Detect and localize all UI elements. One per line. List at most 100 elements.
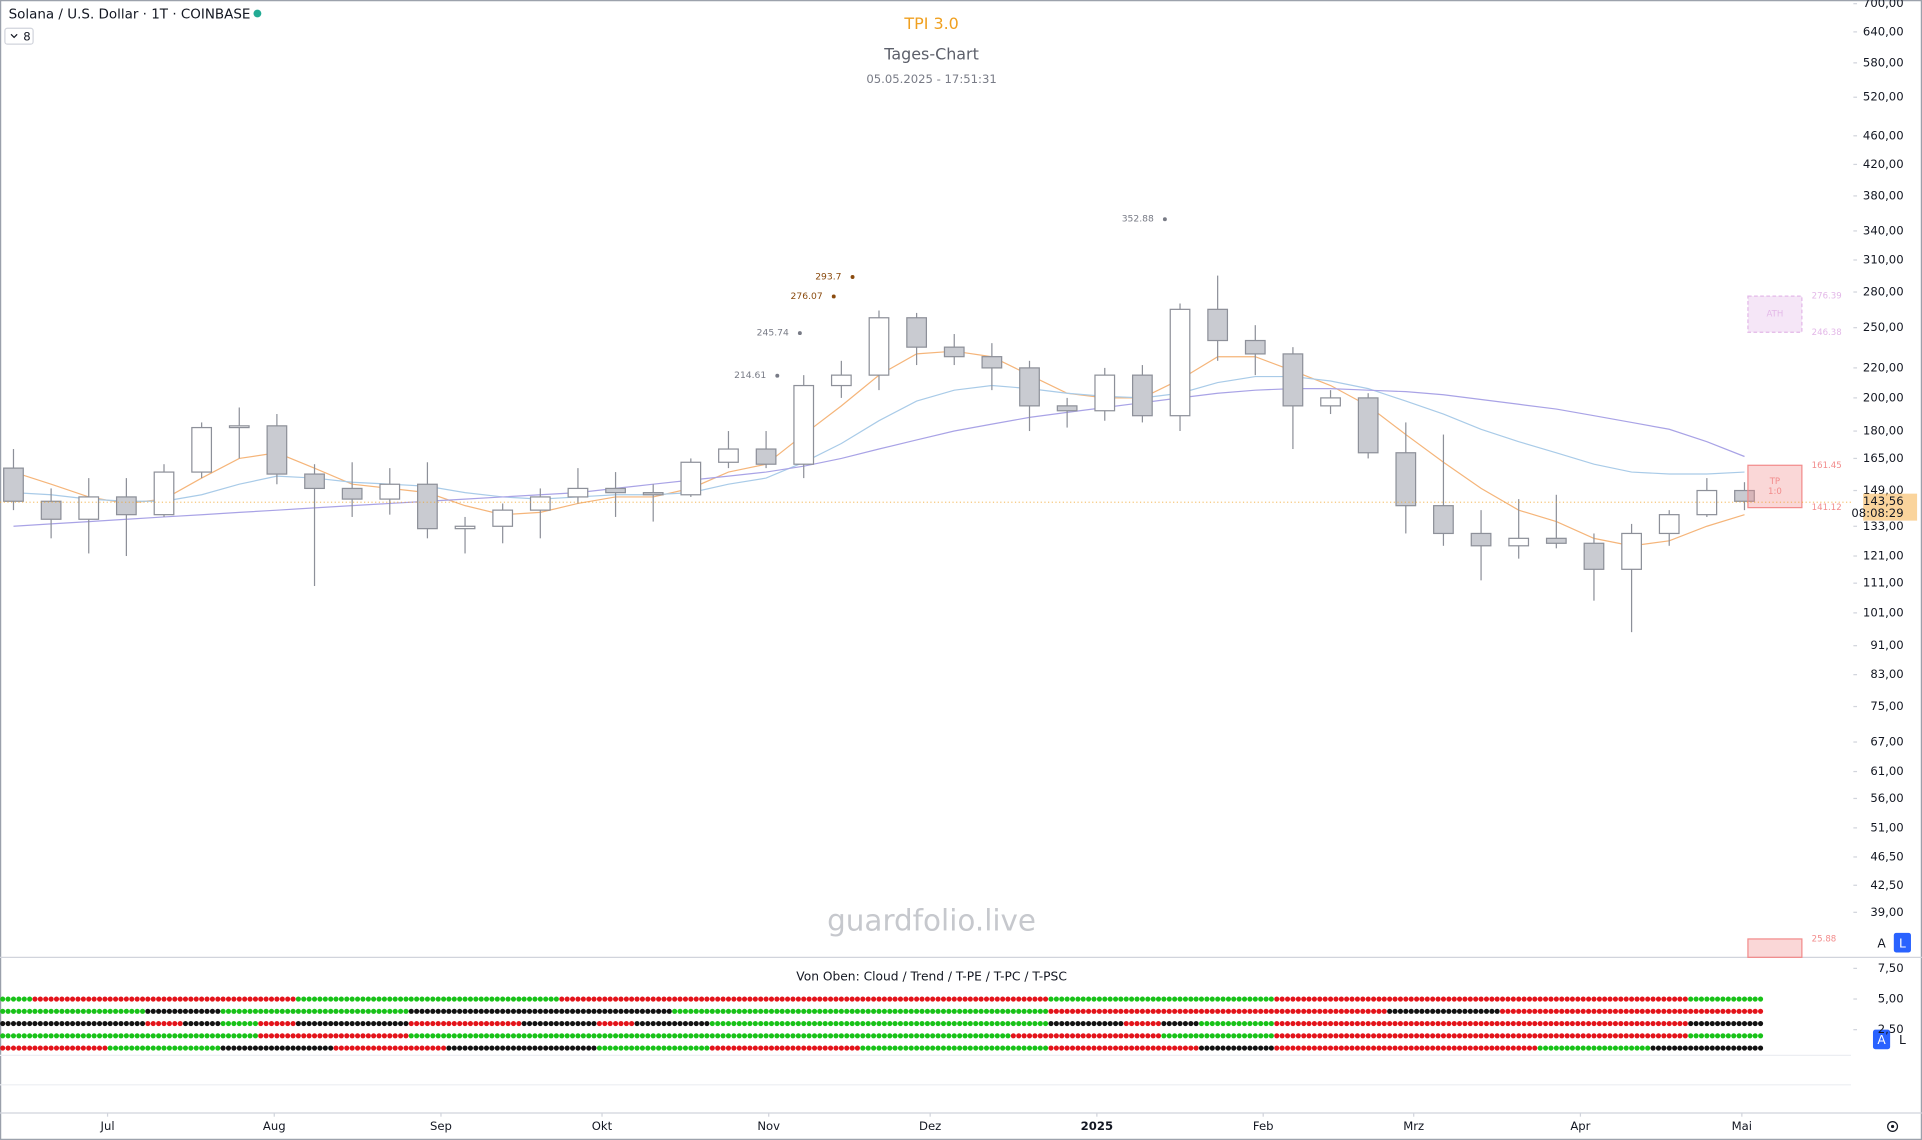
- log-scale-button[interactable]: L: [1899, 936, 1906, 950]
- y-tick-label: 133,00: [1863, 519, 1904, 533]
- state-dot: [424, 1008, 430, 1014]
- state-dot: [86, 996, 92, 1002]
- state-dot: [441, 996, 447, 1002]
- state-dot: [575, 1008, 581, 1014]
- state-dot: [822, 1045, 828, 1051]
- state-dot: [64, 1045, 70, 1051]
- state-dot: [1252, 1033, 1258, 1039]
- indicator-toggle[interactable]: [4, 27, 34, 45]
- state-dot: [1075, 1020, 1081, 1027]
- x-tick-label: Mrz: [1403, 1119, 1424, 1133]
- state-dot: [392, 1008, 398, 1014]
- state-dot: [1102, 1033, 1108, 1039]
- state-dot: [940, 1008, 947, 1014]
- state-dot: [1677, 1033, 1683, 1039]
- state-dot: [1193, 996, 1199, 1002]
- state-dot: [1489, 996, 1495, 1002]
- state-dot: [1295, 1045, 1301, 1051]
- state-dot: [37, 1008, 43, 1014]
- state-dot: [91, 1020, 97, 1027]
- state-dot: [1145, 996, 1151, 1002]
- auto-scale-button[interactable]: A: [1877, 936, 1886, 950]
- settings-icon[interactable]: [1887, 1120, 1899, 1133]
- state-dot: [1010, 1045, 1016, 1051]
- state-dot: [1010, 1033, 1016, 1039]
- state-dot: [1182, 996, 1189, 1002]
- state-dot: [473, 996, 479, 1002]
- state-dot: [1516, 996, 1522, 1002]
- y-tick-label: 67,00: [1870, 735, 1903, 749]
- state-dot: [1032, 1008, 1038, 1014]
- state-dot: [537, 996, 543, 1002]
- state-dot: [1344, 1020, 1350, 1027]
- state-dot: [1397, 1008, 1404, 1014]
- state-dot: [322, 1045, 328, 1051]
- state-dot: [806, 996, 812, 1002]
- state-dot: [1295, 996, 1301, 1002]
- log-scale-button[interactable]: L: [1899, 1033, 1906, 1047]
- state-dot: [854, 996, 860, 1002]
- state-dot: [1688, 1008, 1694, 1014]
- state-dot: [693, 1008, 699, 1014]
- state-dot: [1155, 996, 1162, 1002]
- candle-body: [454, 525, 476, 530]
- state-dot: [516, 1020, 522, 1027]
- state-dot: [1193, 1020, 1199, 1027]
- state-dot: [10, 1045, 17, 1051]
- state-dot: [473, 1020, 479, 1027]
- state-dot: [699, 996, 705, 1002]
- state-dot: [887, 996, 893, 1002]
- state-dot: [381, 1033, 387, 1039]
- state-dot: [1284, 1020, 1291, 1027]
- state-dot: [1220, 1020, 1226, 1027]
- state-dot: [1032, 1033, 1038, 1039]
- state-dot: [1655, 1020, 1662, 1027]
- state-dot: [242, 1020, 248, 1027]
- state-dot: [1473, 1020, 1479, 1027]
- state-dot: [1123, 1045, 1129, 1051]
- state-dot: [398, 1020, 404, 1027]
- state-dot: [811, 996, 818, 1002]
- state-dot: [494, 1045, 500, 1051]
- state-dot: [741, 1033, 748, 1039]
- state-dot: [1349, 1020, 1355, 1027]
- state-dot: [1516, 1020, 1522, 1027]
- log-scale-button-bg[interactable]: [1893, 932, 1911, 953]
- state-dot: [957, 1008, 963, 1014]
- state-dot: [69, 1033, 76, 1039]
- state-dot: [1333, 1045, 1339, 1051]
- state-dot: [1198, 1045, 1205, 1051]
- state-dot: [1209, 1033, 1215, 1039]
- state-dot: [231, 996, 237, 1002]
- state-dot: [516, 1033, 522, 1039]
- state-dot: [559, 1020, 565, 1027]
- state-dot: [489, 1008, 495, 1014]
- candle-body: [153, 471, 175, 516]
- state-dot: [957, 1045, 963, 1051]
- state-dot: [1634, 1020, 1640, 1027]
- state-dot: [849, 1020, 855, 1027]
- state-dot: [1198, 1008, 1205, 1014]
- state-dot: [1499, 1033, 1506, 1039]
- state-dot: [107, 1008, 113, 1014]
- state-dot: [274, 1020, 280, 1027]
- state-dot: [688, 1008, 694, 1014]
- candle-body: [1470, 532, 1492, 547]
- state-dot: [752, 1045, 758, 1051]
- state-dot: [32, 996, 38, 1002]
- state-dot: [1344, 996, 1350, 1002]
- state-dot: [618, 1045, 624, 1051]
- y-tick-label: 280,00: [1863, 285, 1904, 299]
- state-dot: [946, 1008, 952, 1014]
- state-dot: [1483, 1045, 1490, 1051]
- state-dot: [279, 1008, 285, 1014]
- auto-scale-button[interactable]: A: [1877, 1033, 1886, 1047]
- market-status: [253, 9, 262, 18]
- state-dot: [1209, 1045, 1215, 1051]
- state-dot: [1612, 1033, 1619, 1039]
- state-dot: [1672, 1045, 1678, 1051]
- state-dot: [161, 1008, 167, 1014]
- state-dot: [1215, 1033, 1221, 1039]
- auto-scale-button-bg[interactable]: [1872, 1029, 1891, 1050]
- state-dot: [59, 1020, 65, 1027]
